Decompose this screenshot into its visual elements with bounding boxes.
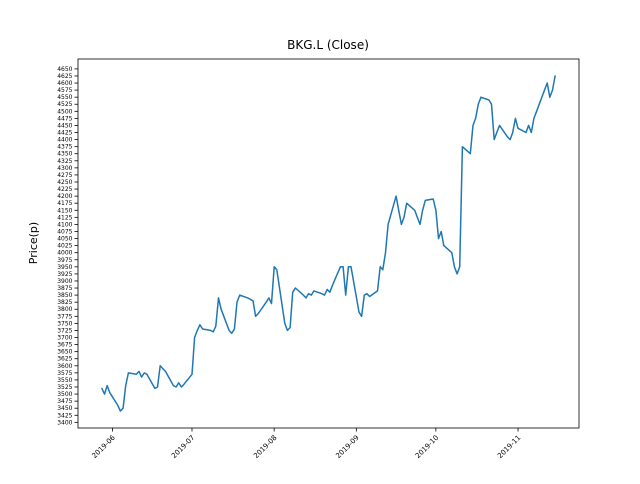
- y-tick-label: 4025: [57, 243, 72, 250]
- y-axis-ticks: 3400342534503475350035253550357536003625…: [57, 66, 78, 426]
- y-tick-label: 3850: [57, 292, 72, 299]
- price-line-series: [101, 75, 556, 412]
- y-tick-label: 3975: [57, 257, 72, 264]
- x-tick-label: 2019-07: [170, 434, 196, 460]
- x-tick-label: 2019-08: [252, 434, 278, 460]
- y-tick-label: 3825: [57, 299, 72, 306]
- y-tick-label: 3450: [57, 405, 72, 412]
- y-tick-label: 4250: [57, 179, 72, 186]
- y-tick-label: 4100: [57, 221, 72, 228]
- y-tick-label: 4500: [57, 108, 72, 115]
- y-tick-label: 4400: [57, 137, 72, 144]
- y-tick-label: 3600: [57, 363, 72, 370]
- y-tick-label: 3475: [57, 398, 72, 405]
- y-tick-label: 4300: [57, 165, 72, 172]
- y-tick-label: 4325: [57, 158, 72, 165]
- x-tick-label: 2019-10: [414, 434, 440, 460]
- x-tick-label: 2019-09: [334, 434, 360, 460]
- y-tick-label: 3725: [57, 327, 72, 334]
- x-axis-ticks: 2019-06 2019-07 2019-08 2019-09 2019-10 2019-…: [91, 428, 522, 460]
- y-tick-label: 3550: [57, 377, 72, 384]
- y-tick-label: 4600: [57, 80, 72, 87]
- y-tick-label: 4075: [57, 228, 72, 235]
- y-tick-label: 4200: [57, 193, 72, 200]
- y-tick-label: 3500: [57, 391, 72, 398]
- y-tick-label: 3425: [57, 412, 72, 419]
- y-tick-label: 3400: [57, 419, 72, 426]
- y-tick-label: 4375: [57, 144, 72, 151]
- y-tick-label: 4225: [57, 186, 72, 193]
- y-tick-label: 4650: [57, 66, 72, 73]
- y-tick-label: 3675: [57, 342, 72, 349]
- y-tick-label: 3900: [57, 278, 72, 285]
- y-tick-label: 4150: [57, 207, 72, 214]
- x-tick-label: 2019-11: [496, 434, 522, 460]
- y-tick-label: 4125: [57, 214, 72, 221]
- y-tick-label: 4575: [57, 87, 72, 94]
- plot-area: 3400342534503475350035253550357536003625…: [57, 58, 580, 460]
- y-tick-label: 4000: [57, 250, 72, 257]
- y-tick-label: 4275: [57, 172, 72, 179]
- y-tick-label: 4425: [57, 130, 72, 137]
- y-tick-label: 3950: [57, 264, 72, 271]
- y-tick-label: 3700: [57, 335, 72, 342]
- y-tick-label: 3650: [57, 349, 72, 356]
- y-tick-label: 4625: [57, 73, 72, 80]
- chart-title: BKG.L (Close): [287, 38, 369, 52]
- y-tick-label: 3625: [57, 356, 72, 363]
- y-tick-label: 3775: [57, 313, 72, 320]
- y-axis-label: Price(p): [27, 222, 40, 264]
- y-tick-label: 4450: [57, 122, 72, 129]
- axes-frame: [77, 58, 580, 429]
- y-tick-label: 3525: [57, 384, 72, 391]
- y-tick-label: 3875: [57, 285, 72, 292]
- y-tick-label: 4525: [57, 101, 72, 108]
- y-tick-label: 4475: [57, 115, 72, 122]
- y-tick-label: 3575: [57, 370, 72, 377]
- y-tick-label: 4550: [57, 94, 72, 101]
- y-tick-label: 4350: [57, 151, 72, 158]
- y-tick-label: 4175: [57, 200, 72, 207]
- y-tick-label: 4050: [57, 236, 72, 243]
- y-tick-label: 3925: [57, 271, 72, 278]
- x-tick-label: 2019-06: [91, 433, 118, 460]
- y-tick-label: 3750: [57, 320, 72, 327]
- y-tick-label: 3800: [57, 306, 72, 313]
